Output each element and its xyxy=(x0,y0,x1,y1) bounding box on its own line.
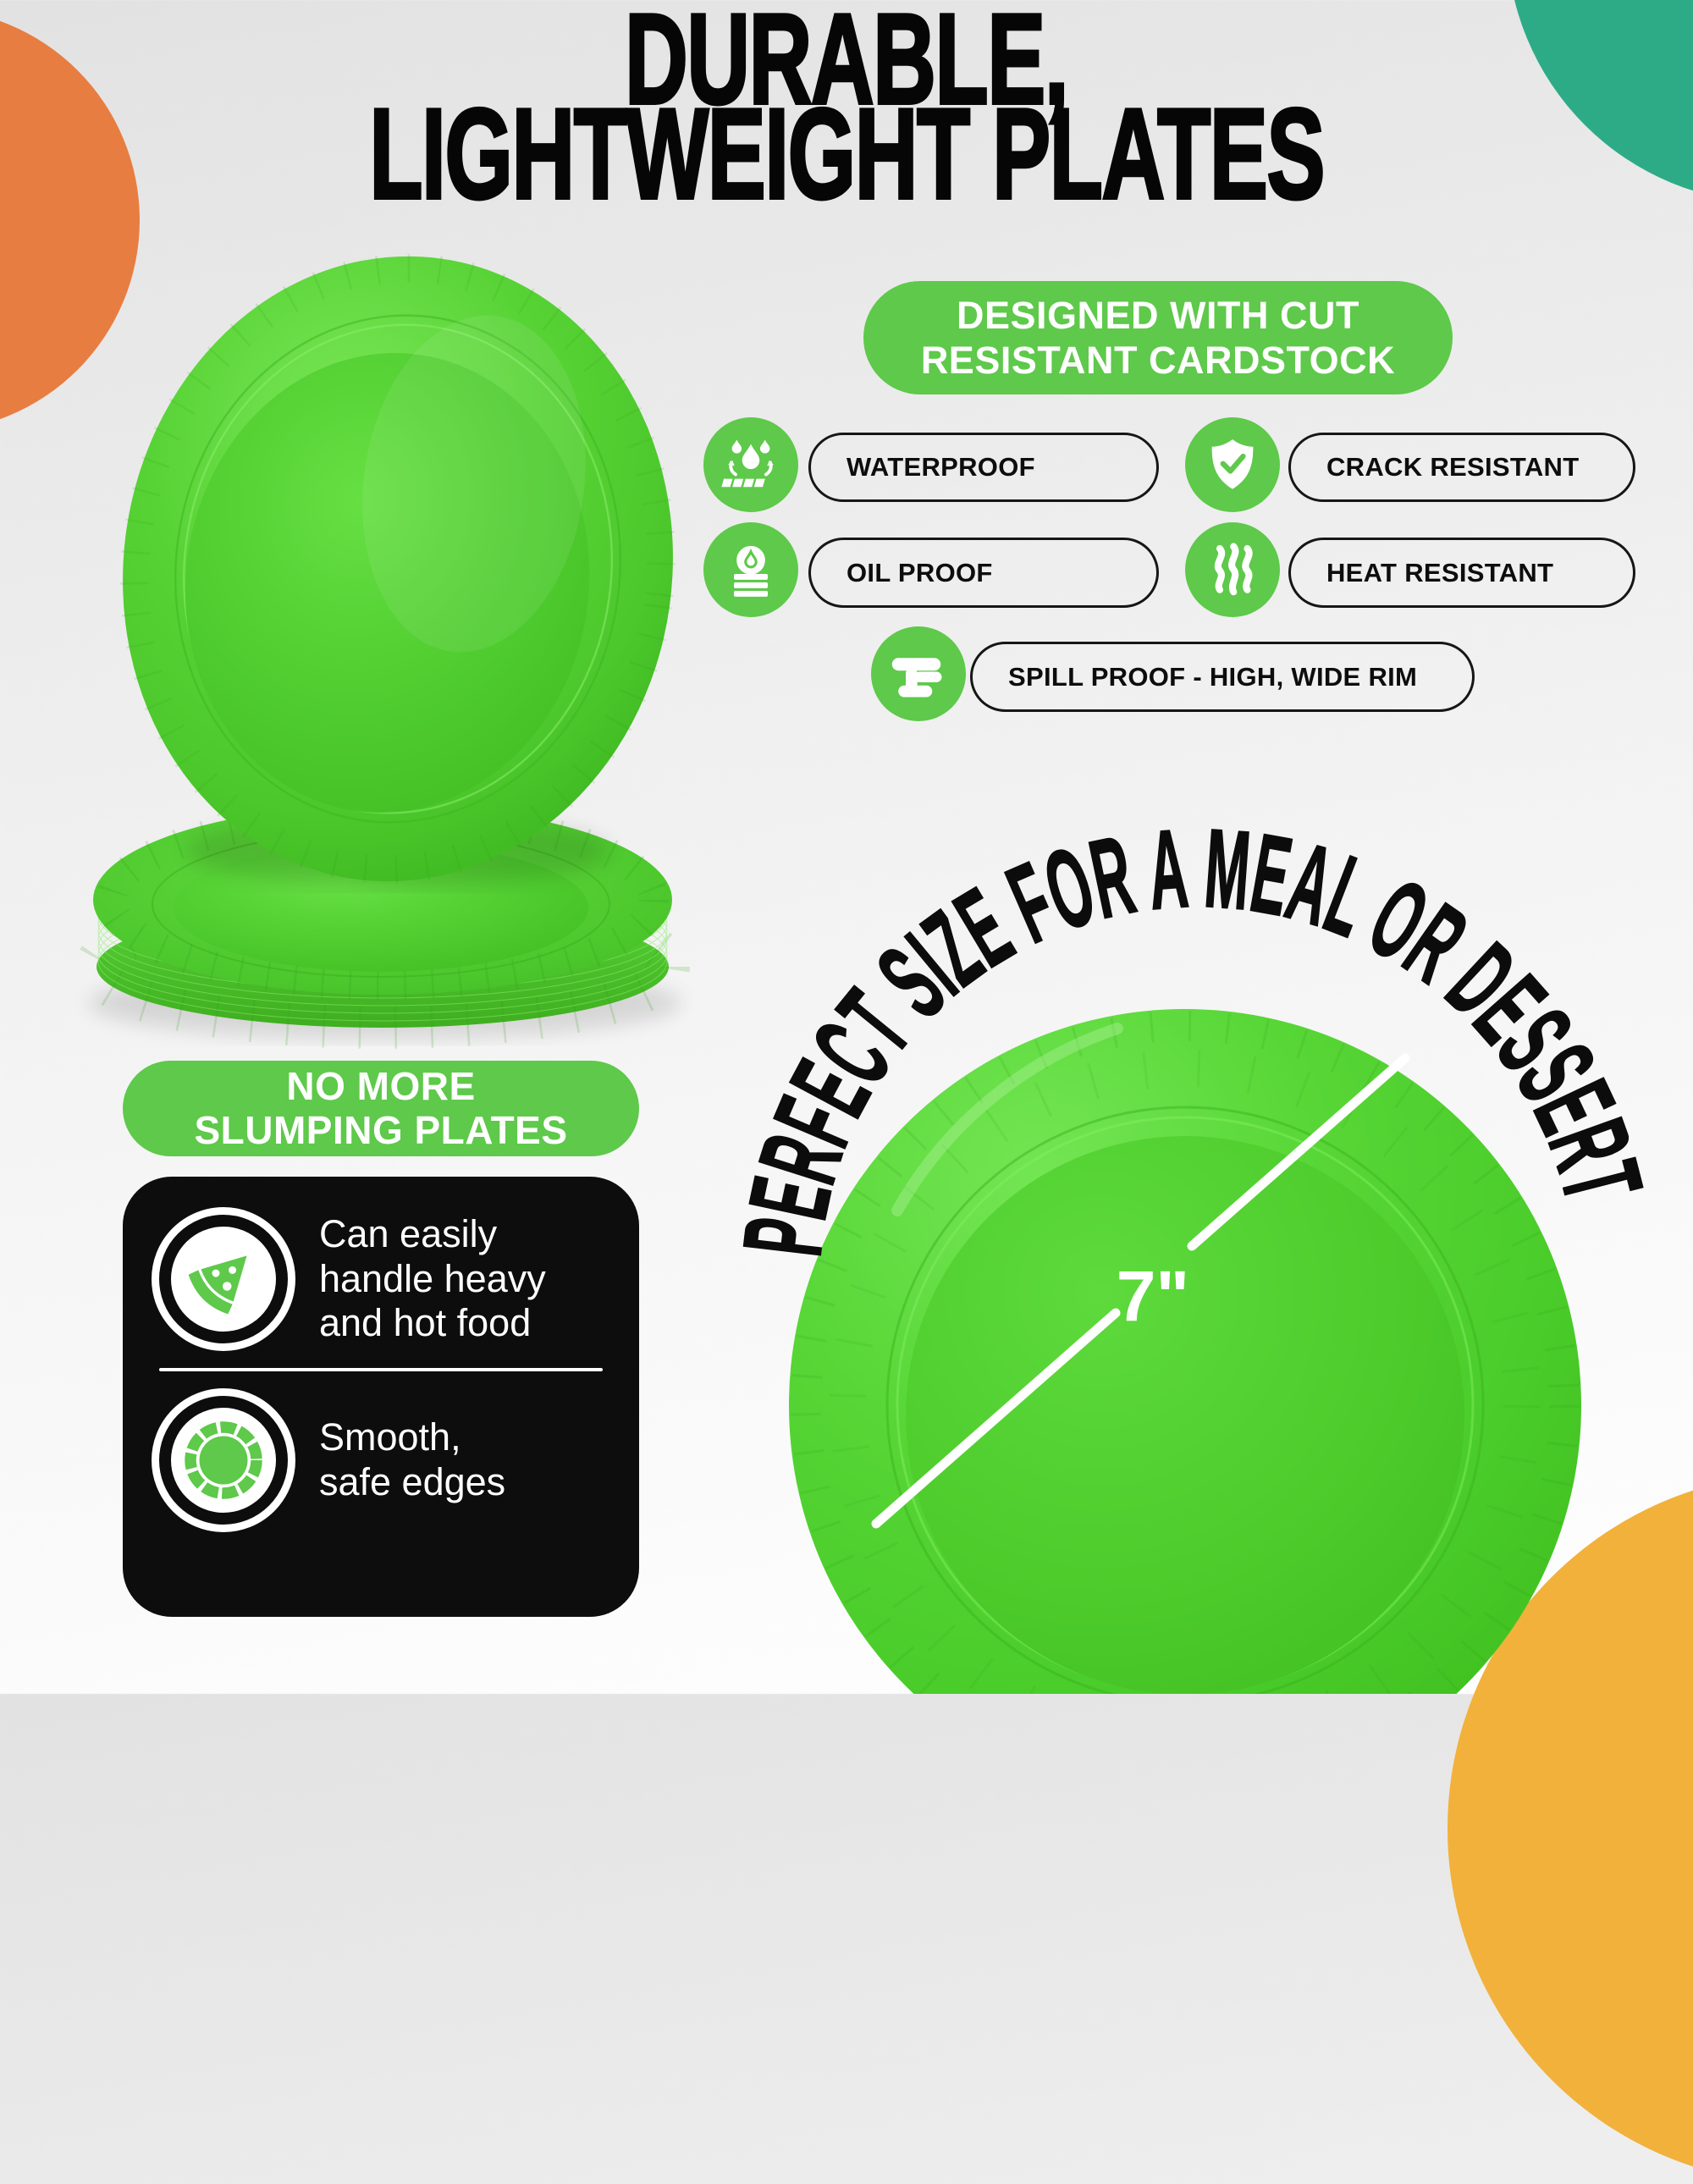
feature-pill-spill-proof: SPILL PROOF - HIGH, WIDE RIM xyxy=(970,642,1475,712)
feature-label: CRACK RESISTANT xyxy=(1326,452,1580,482)
feature-label: WATERPROOF xyxy=(846,452,1035,482)
feature-pill-heat-resistant: HEAT RESISTANT xyxy=(1288,538,1635,608)
diameter-measurement: 7" xyxy=(871,1053,1410,1529)
benefit-row-heavy-food: Can easily handle heavy and hot food xyxy=(152,1202,610,1356)
feature-label: SPILL PROOF - HIGH, WIDE RIM xyxy=(1008,661,1418,692)
feature-pill-waterproof: WATERPROOF xyxy=(808,433,1159,502)
slumping-badge: NO MORE SLUMPING PLATES xyxy=(123,1061,639,1156)
plates-scene: 7" PERFECT SIZE FOR A MEAL OR DESSERT xyxy=(75,253,1667,1694)
feature-pill-crack-resistant: CRACK RESISTANT xyxy=(1288,433,1635,502)
benefits-card: Can easily handle heavy and hot food Smo… xyxy=(123,1177,639,1617)
pizza-slice-icon xyxy=(152,1207,295,1351)
diameter-label: 7" xyxy=(1117,1256,1190,1336)
cardstock-badge: DESIGNED WITH CUT RESISTANT CARDSTOCK xyxy=(863,281,1453,394)
slumping-badge-line2: SLUMPING PLATES xyxy=(194,1107,568,1152)
benefit-text: Smooth, safe edges xyxy=(319,1415,506,1503)
cardstock-badge-line1: DESIGNED WITH CUT xyxy=(957,293,1359,337)
plate-edge-icon xyxy=(152,1388,295,1532)
card-divider xyxy=(159,1368,603,1371)
feature-label: HEAT RESISTANT xyxy=(1326,557,1554,587)
slumping-badge-line1: NO MORE xyxy=(286,1063,476,1108)
title-line-2: LIGHTWEIGHT PLATES xyxy=(368,82,1326,226)
page-title: DURABLE, LIGHTWEIGHT PLATES xyxy=(10,0,1683,226)
feature-label: OIL PROOF xyxy=(846,557,993,587)
title-line-1: DURABLE, xyxy=(624,0,1070,131)
benefit-row-safe-edges: Smooth, safe edges xyxy=(152,1383,610,1537)
wide-rim-icon xyxy=(871,626,966,721)
feature-pill-oil-proof: OIL PROOF xyxy=(808,538,1159,608)
measured-plate-photo: 7" xyxy=(789,1009,1581,1694)
oil-drop-icon xyxy=(703,522,798,617)
benefit-text: Can easily handle heavy and hot food xyxy=(319,1212,546,1345)
cardstock-badge-line2: RESISTANT CARDSTOCK xyxy=(920,339,1396,382)
shield-check-icon xyxy=(1185,417,1280,512)
waterproof-icon xyxy=(703,417,798,512)
plate-stack-photo xyxy=(75,253,690,1049)
heat-waves-icon xyxy=(1185,522,1280,617)
